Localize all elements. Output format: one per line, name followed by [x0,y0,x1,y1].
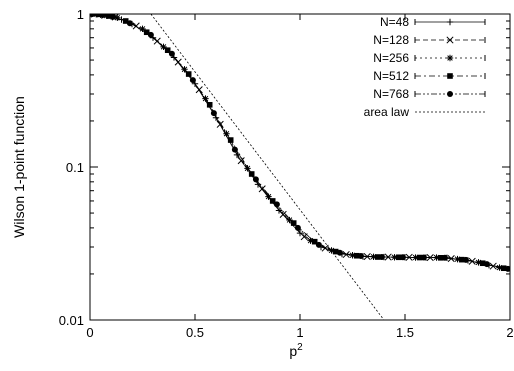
series-4-point-18 [441,254,448,261]
x-tick-label-0: 0 [86,325,93,340]
series-0 [90,14,510,273]
series-3-point-9 [269,198,276,204]
x-axis-label-superscript: 2 [297,342,303,353]
legend-label-5: area law [364,105,410,119]
series-1-point-17 [426,253,434,262]
series-3-point-13 [353,252,360,259]
x-axis-label-base: p [289,343,297,359]
series-4-point-11 [294,224,301,231]
series-2-point-10 [286,216,293,224]
series-2-point-2 [114,14,121,21]
series-line-5 [150,14,385,320]
series-2-point-7 [223,130,230,137]
series-2-point-13 [349,252,356,259]
series-3-point-12 [332,248,339,255]
series-4-point-21 [504,265,510,272]
y-tick-label-1: 0.1 [66,160,84,175]
series-4-point-14 [357,252,364,259]
series-0-point-8 [212,114,220,121]
series-4-point-16 [399,254,406,261]
legend-marker-2 [446,54,454,62]
legend-label-1: N=128 [373,33,409,47]
series-2 [93,14,503,271]
series-line-4 [92,14,508,270]
series-4-point-7 [210,110,217,117]
legend-marker-3 [447,73,453,79]
series-2-point-20 [496,264,503,271]
series-4-point-20 [483,261,490,268]
series-4-point-5 [168,50,175,57]
legend: N=48 N=128 N=256 N=512 N=768 area law [364,15,486,119]
series-4-point-6 [189,77,196,84]
series-1-point-13 [342,250,350,259]
series-2-point-19 [475,259,482,266]
series-4-point-9 [252,176,259,183]
series-3-point-1 [106,14,112,19]
series-4-point-17 [420,254,427,261]
series-4-point-4 [147,31,154,38]
series-4-point-8 [231,146,238,153]
legend-marker-1 [446,36,454,44]
series-1-point-8 [237,157,245,165]
series-2-point-9 [265,193,272,200]
x-tick-label-3: 1.5 [396,325,414,340]
series-line-3 [98,14,504,269]
series-3-point-0 [95,14,102,18]
x-tick-label-2: 1 [296,325,303,340]
series-4-point-15 [378,254,385,261]
series-4-point-10 [273,201,280,208]
series-3 [95,14,507,272]
series-line-1 [94,14,494,267]
series-layer [90,14,510,320]
y-tick-label-2: 0.01 [59,313,84,328]
series-1 [90,14,497,270]
legend-label-4: N=768 [373,87,409,101]
series-5 [150,14,385,320]
legend-label-3: N=512 [373,69,409,83]
legend-label-0: N=48 [380,15,409,29]
series-4 [90,14,510,272]
series-2-point-5 [181,66,188,73]
x-tick-label-1: 0.5 [186,325,204,340]
ticks: 0 0.5 1 1.5 2 1 0.1 0.01 [59,7,514,340]
series-2-point-12 [328,247,335,254]
series-2-point-8 [244,165,251,172]
series-1-point-10 [279,210,287,218]
series-2-point-3 [139,25,146,33]
y-axis-label: Wilson 1-point function [11,96,27,238]
series-4-point-0 [90,14,96,18]
legend-label-2: N=256 [373,51,409,65]
plot-frame [89,13,511,321]
series-3-point-6 [206,101,213,108]
series-4-point-2 [110,14,117,20]
series-1-point-9 [258,185,266,193]
series-1-point-20 [489,262,497,270]
y-tick-label-0: 1 [77,7,84,22]
series-3-point-5 [185,71,192,77]
series-3-point-18 [458,256,465,263]
series-4-point-19 [462,256,469,263]
series-3-point-3 [143,29,150,36]
series-4-point-12 [315,241,322,248]
series-2-point-15 [391,254,398,261]
series-3-point-8 [248,171,255,177]
series-4-point-3 [126,20,133,27]
series-3-point-15 [395,254,402,261]
series-3-point-7 [227,137,234,143]
legend-marker-4 [447,91,453,97]
legend-marker-0 [446,18,454,26]
series-2-point-11 [307,237,314,244]
series-4-point-1 [99,14,106,19]
series-3-point-14 [374,254,381,260]
x-tick-label-4: 2 [506,325,513,340]
series-3-point-2 [122,18,129,24]
x-axis-label: p2 [289,342,303,359]
series-0-point-12 [296,229,304,237]
series-4-point-13 [336,249,343,256]
